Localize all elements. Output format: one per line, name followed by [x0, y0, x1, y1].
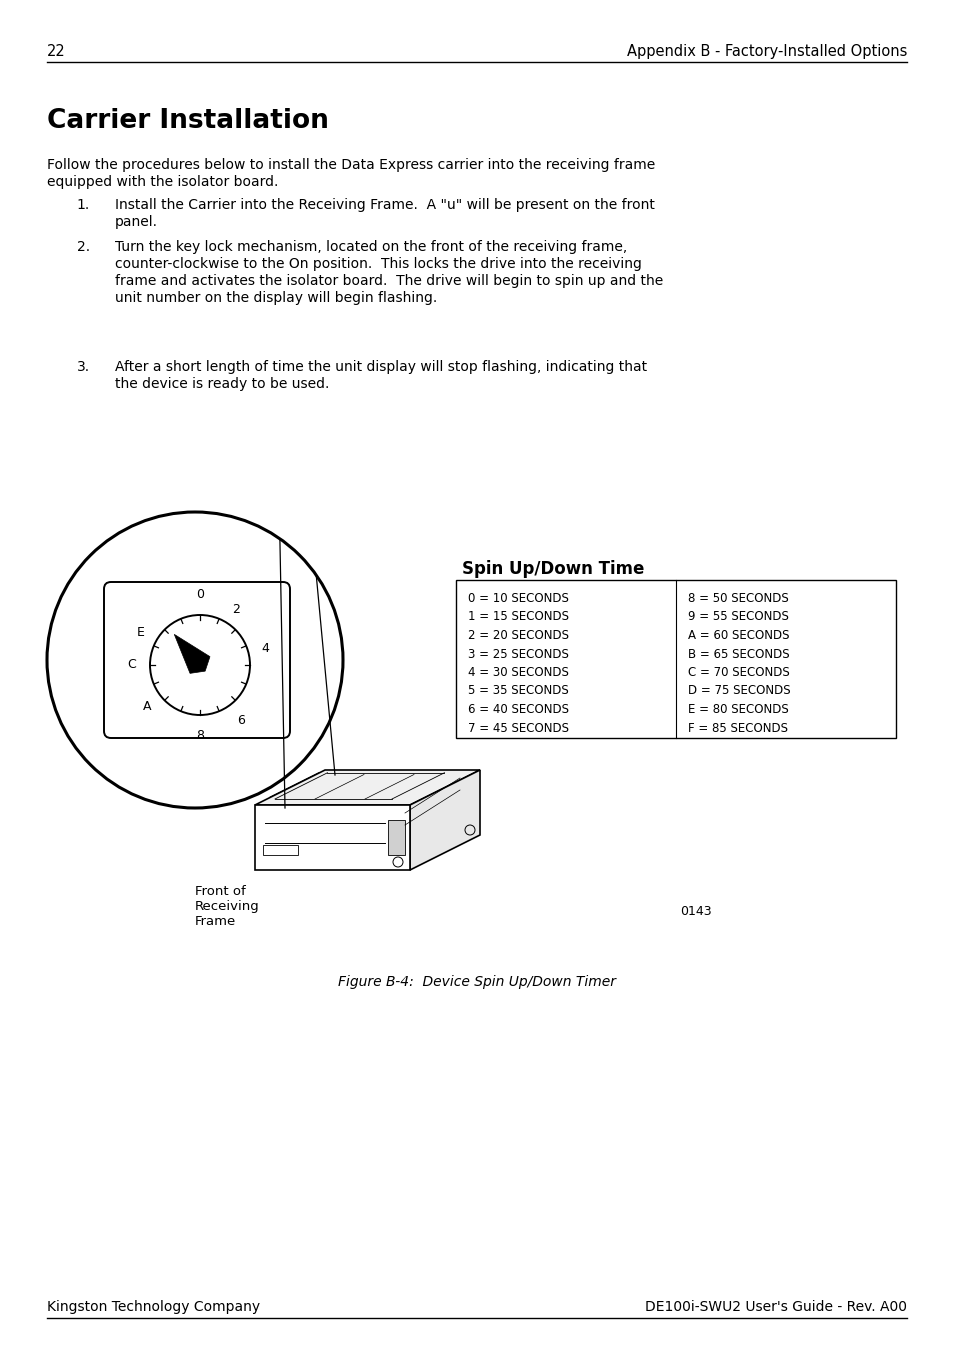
Text: 4: 4 — [261, 642, 270, 654]
Text: 9 = 55 SECONDS: 9 = 55 SECONDS — [687, 611, 788, 623]
Bar — [456, 580, 895, 738]
Text: 3.: 3. — [77, 360, 90, 374]
Text: Appendix B - Factory-Installed Options: Appendix B - Factory-Installed Options — [626, 44, 906, 59]
Text: 1.: 1. — [76, 199, 90, 212]
Text: Install the Carrier into the Receiving Frame.  A "u" will be present on the fron: Install the Carrier into the Receiving F… — [115, 199, 654, 212]
Text: Spin Up/Down Time: Spin Up/Down Time — [461, 560, 643, 578]
Text: 2: 2 — [232, 604, 239, 616]
Text: 5 = 35 SECONDS: 5 = 35 SECONDS — [468, 684, 568, 697]
Text: C: C — [127, 658, 136, 672]
Text: 22: 22 — [47, 44, 66, 59]
Text: equipped with the isolator board.: equipped with the isolator board. — [47, 175, 278, 189]
Text: Carrier Installation: Carrier Installation — [47, 108, 329, 134]
Text: D = 75 SECONDS: D = 75 SECONDS — [687, 684, 790, 697]
Polygon shape — [388, 820, 405, 856]
Text: panel.: panel. — [115, 215, 158, 229]
Text: 2 = 20 SECONDS: 2 = 20 SECONDS — [468, 628, 568, 642]
Text: E = 80 SECONDS: E = 80 SECONDS — [687, 704, 788, 716]
Text: 4 = 30 SECONDS: 4 = 30 SECONDS — [468, 665, 568, 679]
Text: 8 = 50 SECONDS: 8 = 50 SECONDS — [687, 591, 788, 605]
Text: 7 = 45 SECONDS: 7 = 45 SECONDS — [468, 721, 568, 735]
Text: B = 65 SECONDS: B = 65 SECONDS — [687, 648, 789, 660]
Text: After a short length of time the unit display will stop flashing, indicating tha: After a short length of time the unit di… — [115, 360, 646, 374]
Text: 8: 8 — [195, 730, 204, 742]
Polygon shape — [174, 634, 210, 674]
Text: Receiving: Receiving — [194, 899, 259, 913]
Polygon shape — [254, 805, 410, 871]
Text: C = 70 SECONDS: C = 70 SECONDS — [687, 665, 789, 679]
Text: A: A — [142, 700, 151, 713]
Text: frame and activates the isolator board.  The drive will begin to spin up and the: frame and activates the isolator board. … — [115, 274, 662, 287]
Text: 0: 0 — [195, 589, 204, 601]
Text: counter-clockwise to the On position.  This locks the drive into the receiving: counter-clockwise to the On position. Th… — [115, 257, 641, 271]
Text: 6: 6 — [237, 715, 245, 727]
Text: A = 60 SECONDS: A = 60 SECONDS — [687, 628, 789, 642]
Text: 0 = 10 SECONDS: 0 = 10 SECONDS — [468, 591, 568, 605]
Text: 6 = 40 SECONDS: 6 = 40 SECONDS — [468, 704, 568, 716]
Polygon shape — [410, 769, 479, 871]
Text: 3 = 25 SECONDS: 3 = 25 SECONDS — [468, 648, 568, 660]
Text: Turn the key lock mechanism, located on the front of the receiving frame,: Turn the key lock mechanism, located on … — [115, 240, 626, 255]
Text: Frame: Frame — [194, 914, 236, 928]
Text: unit number on the display will begin flashing.: unit number on the display will begin fl… — [115, 292, 436, 305]
Circle shape — [150, 615, 250, 715]
Text: the device is ready to be used.: the device is ready to be used. — [115, 376, 329, 392]
Text: DE100i-SWU2 User's Guide - Rev. A00: DE100i-SWU2 User's Guide - Rev. A00 — [644, 1301, 906, 1314]
Text: Kingston Technology Company: Kingston Technology Company — [47, 1301, 260, 1314]
Polygon shape — [254, 769, 479, 805]
Text: Figure B-4:  Device Spin Up/Down Timer: Figure B-4: Device Spin Up/Down Timer — [337, 975, 616, 988]
Text: Front of: Front of — [194, 884, 246, 898]
Text: 2.: 2. — [77, 240, 90, 255]
Text: Follow the procedures below to install the Data Express carrier into the receivi: Follow the procedures below to install t… — [47, 157, 655, 172]
FancyBboxPatch shape — [104, 582, 290, 738]
Text: 1 = 15 SECONDS: 1 = 15 SECONDS — [468, 611, 568, 623]
Text: E: E — [136, 627, 145, 639]
Text: 0143: 0143 — [679, 905, 711, 919]
Text: F = 85 SECONDS: F = 85 SECONDS — [687, 721, 787, 735]
